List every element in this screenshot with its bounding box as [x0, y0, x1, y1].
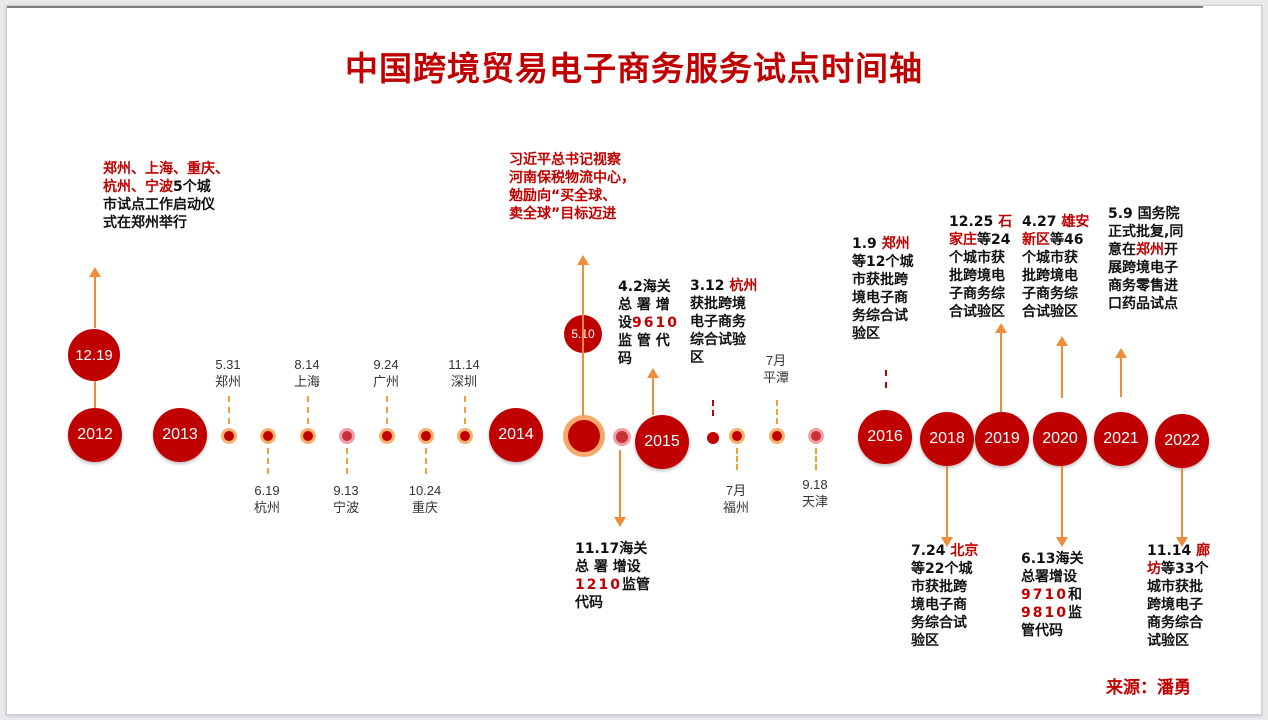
- dash-9-24: [386, 396, 388, 424]
- dot-9-13: [339, 428, 355, 444]
- arrow-9610: [647, 368, 659, 415]
- arrow-xiongan: [1056, 336, 1068, 398]
- dot-6-19: [260, 428, 276, 444]
- date-label-5-31: 5.31 郑州: [214, 357, 241, 389]
- year-2019: 2019: [975, 412, 1029, 466]
- dash-pingtan: [776, 400, 778, 424]
- dash-10-24: [425, 448, 427, 474]
- date-label-10-24: 10.24 重庆: [408, 483, 442, 515]
- date-label-tianjin: 9.18 天津: [801, 477, 828, 509]
- note-9610: 4.2海关 总 署 增 设9610 监 管 代 码: [618, 279, 679, 367]
- date-label-fuzhou: 7月 福州: [722, 483, 749, 515]
- dot-3-12: [707, 432, 719, 444]
- note-9710: 6.13海关 总署增设 9710和 9810监 管代码: [1021, 551, 1084, 639]
- note-2014: 习近平总书记视察 河南保税物流中心， 勉励向“买全球、 卖全球”目标迈进: [509, 152, 635, 222]
- note-xiongan: 4.27 雄安 新区等46 个城市获 批跨境电 子商务综 合试验区: [1022, 214, 1090, 320]
- year-2013: 2013: [153, 408, 207, 462]
- dash-11-14: [464, 396, 466, 424]
- note-langfang: 11.14 廊 坊等33个 城市获批 跨境电子 商务综合 试验区: [1147, 543, 1211, 649]
- date-label-pingtan: 7月 平潭: [762, 353, 789, 385]
- arrow-2012: [89, 267, 101, 328]
- date-label-9-24: 9.24 广州: [372, 357, 399, 389]
- dash-8-14: [307, 396, 309, 424]
- dot-8-14: [300, 428, 316, 444]
- dot-9-24: [379, 428, 395, 444]
- date-label-11-14: 11.14 深圳: [448, 357, 480, 389]
- dot-11-17: [613, 428, 631, 446]
- dash-6-19: [267, 448, 269, 474]
- arrow-langfang: [1176, 468, 1188, 547]
- dash-9-13: [346, 448, 348, 474]
- note-beijing: 7.24 北京 等22个城 市获批跨 境电子商 务综合试 验区: [911, 543, 979, 649]
- year-2015: 2015: [635, 415, 689, 469]
- date-label-9-13: 9.13 宁波: [332, 483, 359, 515]
- dot-11-14: [457, 428, 473, 444]
- dash-3-12: [712, 400, 714, 416]
- year-2012: 2012: [68, 408, 122, 462]
- note-2021: 5.9 国务院 正式批复,同 意在郑州开 展跨境电子 商务零售进 口药品试点: [1108, 206, 1184, 312]
- year-2018: 2018: [920, 412, 974, 466]
- dash-fuzhou: [736, 448, 738, 470]
- dot-pingtan: [769, 428, 785, 444]
- page-title: 中国跨境贸易电子商务服务试点时间轴: [345, 49, 923, 88]
- timeline-axis: [7, 6, 1203, 8]
- note-1210: 11.17海关 总 署 增设 1210监管 代码: [575, 541, 650, 611]
- dot-5-31: [221, 428, 237, 444]
- arrow-shijiazhuang: [995, 323, 1007, 412]
- note-shijiazhuang: 12.25 石 家庄等24 个城市获 批跨境电 子商务综 合试验区: [949, 214, 1013, 320]
- slide: 中国跨境贸易电子商务服务试点时间轴 2012 2013 2014 2015 20…: [6, 5, 1262, 715]
- year-2020: 2020: [1033, 412, 1087, 466]
- dash-tianjin: [815, 448, 817, 470]
- year-2014: 2014: [489, 408, 543, 462]
- milestone-5-10-node: [563, 415, 605, 457]
- connector-2012: [94, 381, 96, 408]
- note-2016: 1.9 郑州 等12个城 市获批跨 境电子商 务综合试 验区: [852, 236, 914, 342]
- year-2021: 2021: [1094, 412, 1148, 466]
- date-label-8-14: 8.14 上海: [293, 357, 320, 389]
- arrow-1210: [614, 450, 626, 527]
- note-hangzhou: 3.12 杭州 获批跨境 电子商务 综合试验 区: [690, 278, 758, 366]
- year-2022: 2022: [1155, 414, 1209, 468]
- year-2016: 2016: [858, 410, 912, 464]
- dot-fuzhou: [729, 428, 745, 444]
- dot-10-24: [418, 428, 434, 444]
- dot-tianjin: [808, 428, 824, 444]
- source-credit: 来源：潘勇: [1106, 678, 1191, 698]
- arrow-2014: [577, 255, 589, 416]
- milestone-12-19: 12.19: [68, 329, 120, 381]
- arrow-2021: [1115, 348, 1127, 397]
- date-label-6-19: 6.19 杭州: [253, 483, 280, 515]
- dash-2016: [885, 370, 887, 388]
- arrow-9710: [1056, 466, 1068, 547]
- note-2012: 郑州、上海、重庆、 杭州、宁波5个城 市试点工作启动仪 式在郑州举行: [103, 161, 229, 231]
- dash-5-31: [228, 396, 230, 424]
- arrow-beijing: [941, 466, 953, 547]
